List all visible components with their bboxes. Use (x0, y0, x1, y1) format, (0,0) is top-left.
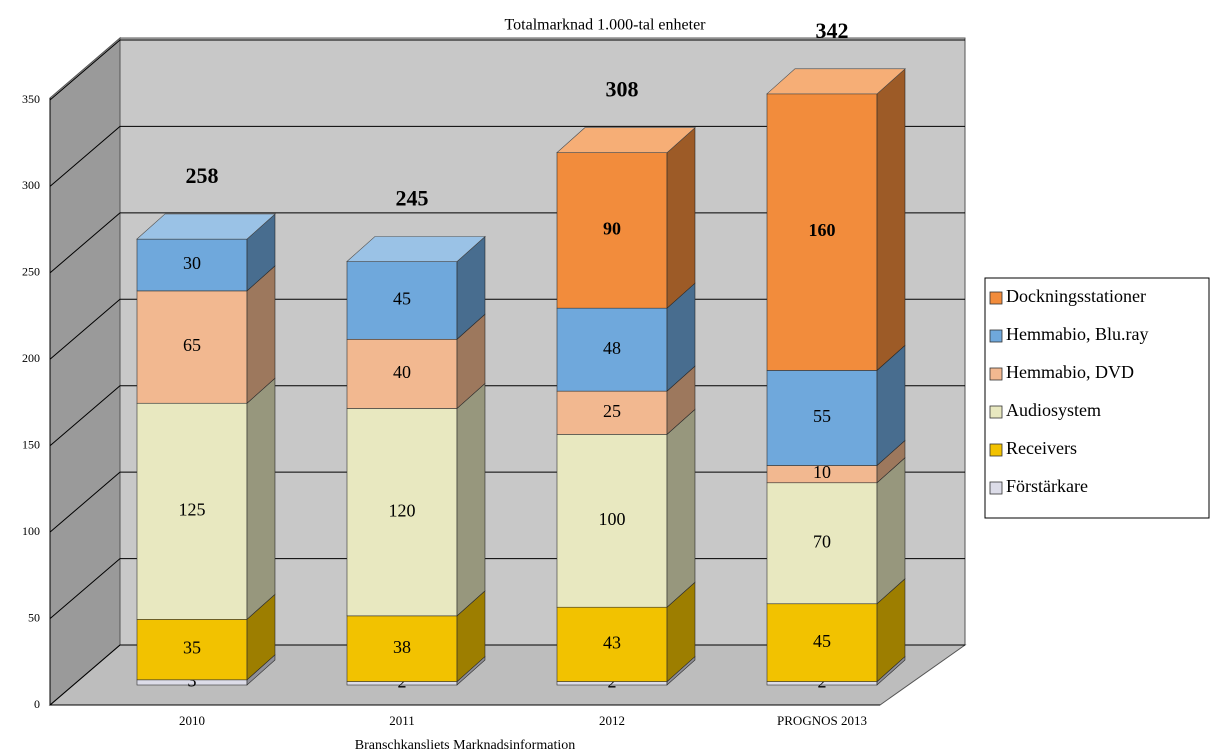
bar-segment (346, 261, 458, 340)
bar-side-shade (457, 383, 485, 616)
data-label: 10 (813, 462, 831, 482)
bar-segment (136, 238, 248, 292)
bar-top (766, 68, 906, 95)
data-label: 25 (603, 401, 621, 421)
bar-side-shade (457, 236, 485, 340)
subtitle: Totalmarknad 1.000-tal enheter (504, 17, 706, 34)
bar-top-light (557, 127, 695, 153)
data-label: 120 (389, 500, 416, 520)
y-tick-label: 250 (22, 265, 40, 279)
bar-segment (766, 93, 878, 371)
data-label: 43 (603, 633, 621, 653)
data-label: 65 (183, 335, 201, 355)
bar-side-shade (457, 590, 485, 682)
y-tick-label: 200 (22, 351, 40, 365)
bar-top-light (347, 236, 485, 262)
x-axis-title: Branschkansliets Marknadsinformation (355, 738, 575, 753)
data-label: 45 (393, 289, 411, 309)
data-label: 160 (809, 220, 836, 240)
total-label: 245 (396, 186, 429, 211)
legend-label: Hemmabio, DVD (1006, 362, 1134, 382)
data-label: 125 (179, 499, 206, 519)
data-label: 45 (813, 631, 831, 651)
bar-side-shade (667, 409, 695, 608)
bar-segment (766, 482, 878, 605)
legend-label: Förstärkare (1006, 476, 1088, 496)
grid-line (49, 125, 965, 187)
bar-side-shade (667, 366, 695, 435)
grid-line (49, 39, 965, 101)
data-label: 30 (183, 253, 201, 273)
bar-side-shade (247, 594, 275, 680)
total-label: 258 (186, 163, 219, 188)
bar-segment (556, 152, 668, 309)
bar-side-shade (247, 654, 275, 685)
data-label: 40 (393, 362, 411, 382)
bar-side-shade (667, 656, 695, 685)
bar-segment (346, 408, 458, 617)
data-label: 38 (393, 637, 411, 657)
bar-side-shade (667, 582, 695, 682)
bar-segment (136, 619, 248, 681)
bar-segment (136, 290, 248, 404)
data-label: 90 (603, 219, 621, 239)
bar-segment (346, 338, 458, 409)
data-label: 100 (599, 509, 626, 529)
legend-label: Audiosystem (1006, 400, 1101, 420)
bar-side-shade (457, 656, 485, 685)
bar-side-shade (247, 265, 275, 404)
bar-top (346, 236, 486, 262)
bar-segment (556, 606, 668, 682)
y-tick-label: 100 (22, 524, 40, 538)
data-label: 48 (603, 338, 621, 358)
bar-segment (346, 615, 458, 682)
bar-segment (556, 390, 668, 435)
y-tick-label: 0 (34, 697, 40, 711)
bar-side-shade (877, 345, 905, 466)
bar-top (556, 127, 696, 153)
y-tick-label: 50 (28, 610, 40, 624)
y-tick-label: 150 (22, 437, 40, 451)
x-tick-label: PROGNOS 2013 (777, 713, 867, 728)
y-tick-label: 350 (22, 92, 40, 106)
data-label: 35 (183, 638, 201, 658)
bar-top-light (137, 214, 275, 240)
bar-side-shade (667, 127, 695, 309)
bar-side-shade (457, 314, 485, 409)
bar-segment (766, 370, 878, 466)
data-label: 3 (188, 671, 197, 691)
legend-label: Hemmabio, Blu.ray (1006, 324, 1148, 344)
bar-side-shade (877, 656, 905, 685)
side-wall (49, 36, 121, 707)
legend-swatch (989, 329, 1003, 343)
x-tick-label: 2011 (389, 713, 415, 728)
x-tick-label: 2012 (599, 713, 625, 728)
bar-side-shade (667, 283, 695, 392)
bar-top (136, 213, 276, 240)
bar-side-shade (877, 578, 905, 682)
bar-side-shade (247, 378, 275, 620)
bar-side-shade (877, 440, 905, 483)
data-label: 55 (813, 406, 831, 426)
legend-swatch (989, 443, 1003, 457)
legend-label: Dockningsstationer (1006, 286, 1146, 306)
bar-side-shade (877, 457, 905, 604)
bar-top-light (767, 68, 905, 94)
total-label: 342 (816, 18, 849, 43)
legend-swatch (989, 481, 1003, 495)
legend-swatch (989, 367, 1003, 381)
bar-side-shade (877, 68, 905, 371)
bar-side-shade (247, 214, 275, 291)
data-label: 70 (813, 531, 831, 551)
legend-swatch (989, 291, 1003, 305)
legend (984, 277, 1210, 519)
y-tick-label: 300 (22, 178, 40, 192)
x-tick-label: 2010 (179, 713, 205, 728)
total-label: 308 (606, 77, 639, 102)
legend-swatch (989, 405, 1003, 419)
legend-label: Receivers (1006, 438, 1077, 458)
bar-segment (766, 603, 878, 682)
